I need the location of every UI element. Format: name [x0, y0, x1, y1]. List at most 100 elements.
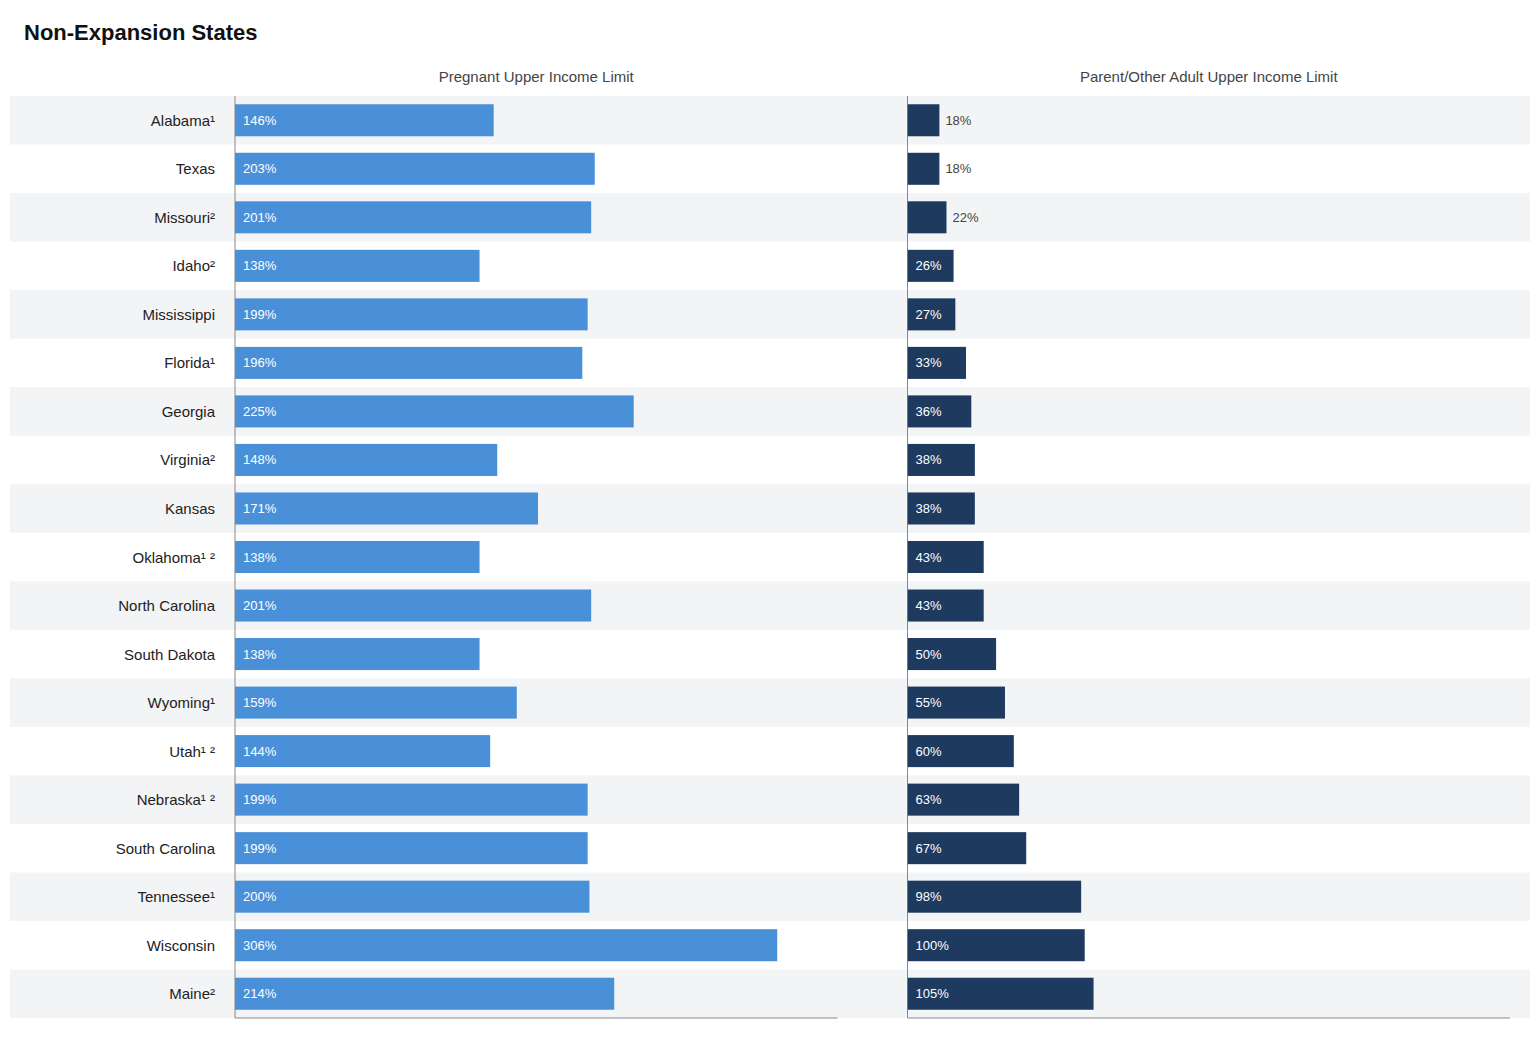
bar: [908, 201, 947, 233]
row-background: [10, 96, 1530, 145]
data-label: 199%: [243, 792, 277, 807]
bar: [235, 638, 480, 670]
category-label: Alabama¹: [151, 112, 215, 129]
category-label: Mississippi: [142, 306, 215, 323]
bar: [908, 104, 940, 136]
data-label: 200%: [243, 889, 277, 904]
bars: [908, 104, 1094, 1010]
row-background: [10, 290, 1530, 339]
row-background: [10, 775, 1530, 824]
data-label: 22%: [952, 210, 978, 225]
row-background: [10, 969, 1530, 1018]
bar: [908, 153, 940, 185]
category-label: North Carolina: [118, 597, 215, 614]
bar: [235, 250, 480, 282]
bar: [908, 347, 966, 379]
bar: [908, 881, 1082, 913]
data-label: 43%: [916, 550, 942, 565]
data-label: 306%: [243, 938, 277, 953]
bar: [235, 444, 497, 476]
panel: Parent/Other Adult Upper Income Limit 18%…: [908, 68, 1511, 1018]
data-label: 199%: [243, 307, 277, 322]
data-label: 138%: [243, 550, 277, 565]
bar: [908, 735, 1014, 767]
category-label: South Dakota: [124, 646, 216, 663]
bar: [908, 832, 1027, 864]
bar: [235, 153, 595, 185]
data-label: 148%: [243, 452, 277, 467]
data-label: 55%: [916, 695, 942, 710]
bar: [235, 541, 480, 573]
data-label: 159%: [243, 695, 277, 710]
x-axis-line: [235, 1018, 838, 1019]
data-label: 50%: [916, 647, 942, 662]
data-label: 214%: [243, 986, 277, 1001]
bar: [908, 784, 1020, 816]
category-label: Maine²: [169, 985, 215, 1002]
bar: [235, 735, 490, 767]
bar: [908, 250, 954, 282]
bar: [908, 492, 975, 524]
panel-header: Parent/Other Adult Upper Income Limit: [1080, 68, 1338, 85]
bar: [235, 978, 614, 1010]
data-label: 18%: [945, 113, 971, 128]
bar: [908, 978, 1094, 1010]
bar: [235, 881, 589, 913]
y-axis-labels: Alabama¹TexasMissouri²Idaho²MississippiF…: [116, 112, 216, 1002]
category-label: Utah¹ ²: [169, 743, 215, 760]
data-label: 18%: [945, 161, 971, 176]
data-label: 138%: [243, 258, 277, 273]
x-axis-line: [908, 1018, 1511, 1019]
bars: [235, 104, 777, 1010]
data-label: 105%: [916, 986, 950, 1001]
category-label: Idaho²: [172, 257, 215, 274]
data-label: 225%: [243, 404, 277, 419]
data-label: 203%: [243, 161, 277, 176]
category-label: Wisconsin: [147, 937, 215, 954]
category-label: Tennessee¹: [137, 888, 215, 905]
bar: [235, 687, 517, 719]
category-label: Georgia: [162, 403, 216, 420]
bar: [908, 929, 1085, 961]
bar: [235, 832, 588, 864]
bar: [235, 104, 494, 136]
bar: [908, 638, 997, 670]
bar: [908, 298, 956, 330]
category-label: Kansas: [165, 500, 215, 517]
bar: [908, 687, 1005, 719]
data-label: 43%: [916, 598, 942, 613]
data-label: 38%: [916, 452, 942, 467]
bar: [908, 444, 975, 476]
bar: [908, 541, 984, 573]
panel: Pregnant Upper Income Limit146%203%201%1…: [235, 68, 838, 1018]
row-background: [10, 872, 1530, 921]
chart-container: Non-Expansion StatesAlabama¹TexasMissour…: [0, 0, 1540, 1042]
data-label: 98%: [916, 889, 942, 904]
panel-header: Pregnant Upper Income Limit: [439, 68, 635, 85]
data-label: 36%: [916, 404, 942, 419]
data-label: 196%: [243, 355, 277, 370]
chart-svg: Non-Expansion StatesAlabama¹TexasMissour…: [0, 0, 1540, 1042]
row-background: [10, 678, 1530, 727]
data-label: 27%: [916, 307, 942, 322]
data-label: 60%: [916, 744, 942, 759]
bar: [235, 347, 582, 379]
bar: [235, 784, 588, 816]
category-label: Wyoming¹: [148, 694, 215, 711]
category-label: Virginia²: [160, 451, 215, 468]
bar: [235, 590, 591, 622]
row-background: [10, 387, 1530, 436]
bar: [235, 929, 777, 961]
data-label: 67%: [916, 841, 942, 856]
category-label: Oklahoma¹ ²: [132, 549, 215, 566]
category-label: South Carolina: [116, 840, 216, 857]
data-label: 63%: [916, 792, 942, 807]
bar: [235, 395, 634, 427]
bar: [908, 395, 972, 427]
category-label: Florida¹: [164, 354, 215, 371]
row-background: [10, 193, 1530, 242]
row-backgrounds: [10, 96, 1530, 1018]
row-background: [10, 484, 1530, 533]
category-label: Nebraska¹ ²: [137, 791, 215, 808]
data-labels: 146%203%201%138%199%196%225%148%171%138%…: [243, 113, 277, 1001]
